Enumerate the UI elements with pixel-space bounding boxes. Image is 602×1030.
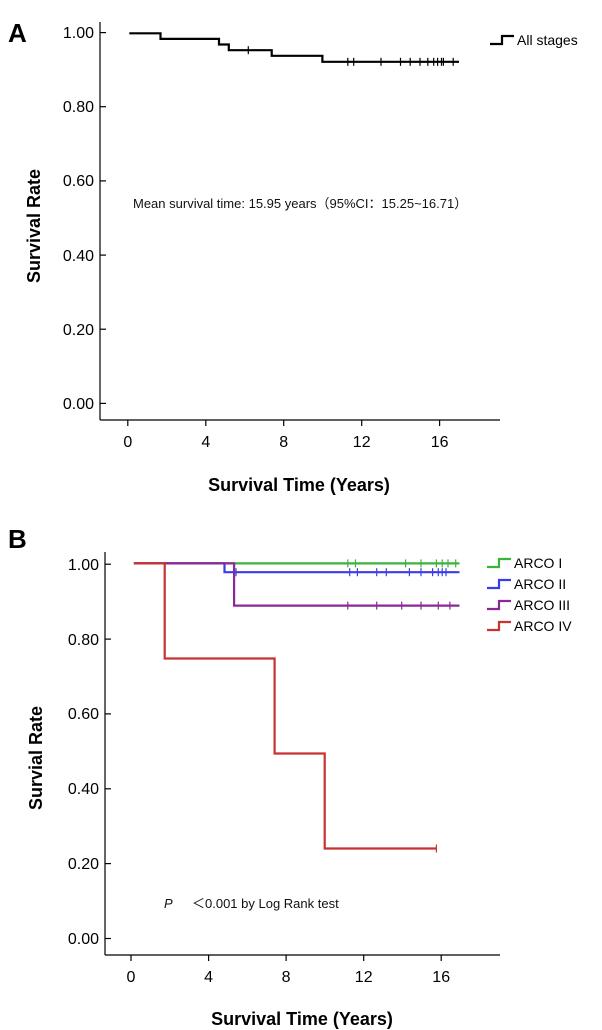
x-tick-label: 12: [353, 434, 371, 451]
legend-label: ARCO II: [514, 576, 566, 592]
y-tick-label: 0.00: [63, 396, 94, 413]
y-tick-label: 0.20: [68, 856, 99, 873]
y-axis-title: Survial Rate: [26, 706, 46, 810]
x-tick-label: 4: [204, 969, 213, 986]
x-ticks: 0 4 8 12 16: [127, 955, 450, 986]
panel-letter: B: [8, 524, 27, 554]
x-tick-label: 4: [201, 434, 210, 451]
y-tick-label: 0.60: [63, 173, 94, 190]
y-tick-label: 0.60: [68, 706, 99, 723]
series-layer: [129, 32, 459, 66]
plot-area: [100, 20, 535, 420]
legend: ARCO I ARCO II ARCO III ARCO IV: [487, 555, 572, 634]
y-tick-label: 1.00: [68, 557, 99, 574]
y-ticks: 0.00 0.20 0.40 0.60 0.80 1.00: [63, 25, 106, 413]
legend-swatch: [487, 599, 511, 611]
x-tick-label: 8: [279, 434, 288, 451]
x-tick-label: 16: [431, 434, 449, 451]
legend-label: ARCO I: [514, 555, 562, 571]
legend-swatch: [487, 620, 511, 632]
series-line: [129, 32, 459, 63]
legend-label: All stages: [517, 32, 578, 48]
legend-label: ARCO IV: [514, 618, 572, 634]
x-tick-label: 12: [355, 969, 373, 986]
panel-letter: A: [8, 18, 27, 48]
x-axis-title: Survival Time (Years): [211, 1009, 393, 1029]
series-line: [133, 562, 460, 607]
y-tick-label: 0.40: [68, 781, 99, 798]
series-layer: [133, 559, 460, 853]
p-value-symbol: P: [164, 896, 173, 911]
mean-survival-annotation: Mean survival time: 15.95 years（95%CI：15…: [133, 196, 467, 211]
x-tick-label: 0: [127, 969, 136, 986]
legend-label: ARCO III: [514, 597, 570, 613]
x-axis-title: Survival Time (Years): [208, 475, 390, 495]
series-line: [133, 562, 437, 850]
y-axis-title: Survival Rate: [24, 169, 44, 283]
y-tick-label: 0.20: [63, 322, 94, 339]
x-ticks: 0 4 8 12 16: [123, 420, 449, 451]
y-tick-label: 0.00: [68, 931, 99, 948]
legend: All stages: [490, 32, 578, 48]
x-tick-label: 16: [432, 969, 450, 986]
legend-swatch: [490, 34, 514, 46]
panel-a: A 0.00 0.20 0.40 0.60 0.80 1.00 0 4: [8, 18, 578, 495]
legend-swatch: [487, 557, 511, 569]
y-tick-label: 0.40: [63, 248, 94, 265]
y-tick-label: 0.80: [63, 99, 94, 116]
y-tick-label: 1.00: [63, 25, 94, 42]
x-tick-label: 8: [282, 969, 291, 986]
y-ticks: 0.00 0.20 0.40 0.60 0.80 1.00: [68, 557, 111, 948]
y-tick-label: 0.80: [68, 632, 99, 649]
series-line: [133, 562, 460, 574]
log-rank-annotation: ＜0.001 by Log Rank test: [192, 896, 339, 911]
legend-swatch: [487, 578, 511, 590]
x-tick-label: 0: [123, 434, 132, 451]
panel-b: B 0.00 0.20 0.40 0.60 0.80 1.00 0 4: [8, 524, 572, 1029]
